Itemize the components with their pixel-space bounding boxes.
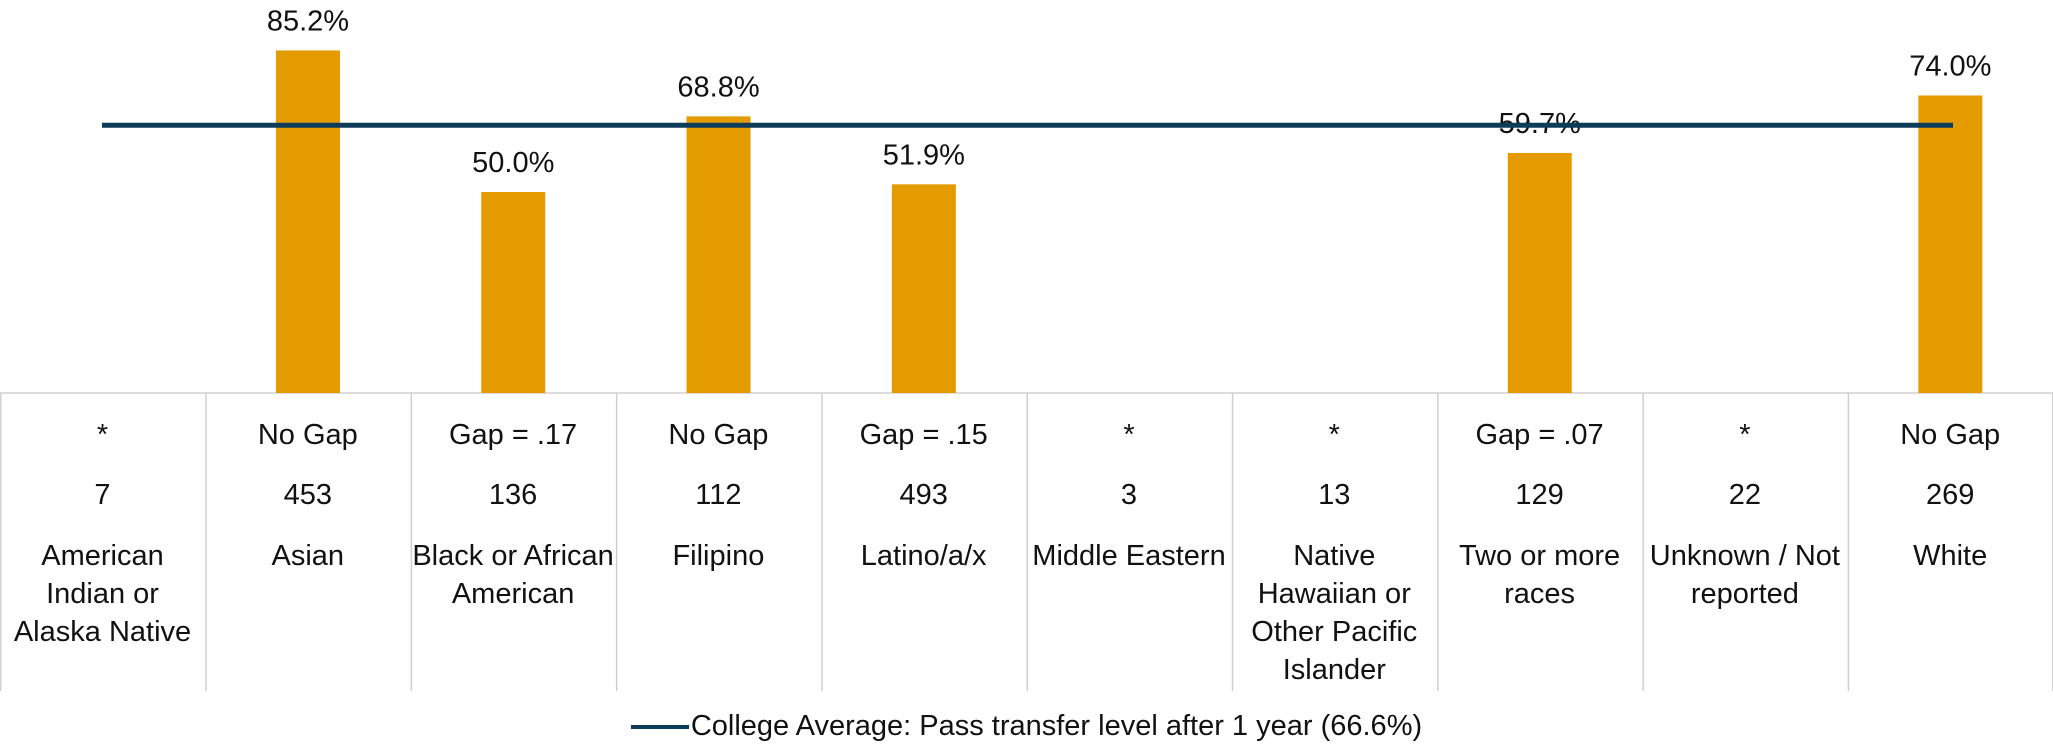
gap-label: * <box>1123 419 1135 451</box>
bar <box>1507 152 1572 393</box>
category-label: Black or African American <box>412 540 614 610</box>
category-label: Native Hawaiian or Other Pacific Islande… <box>1251 540 1418 686</box>
gap-label: Gap = .07 <box>1475 419 1604 451</box>
data-label: 50.0% <box>472 147 554 179</box>
category-label: Unknown / Not reported <box>1649 540 1840 610</box>
count-label: 112 <box>695 479 742 511</box>
gap-label: No Gap <box>257 419 358 451</box>
bar <box>275 50 340 393</box>
count-label: 7 <box>94 479 111 511</box>
count-label: 22 <box>1728 479 1762 511</box>
gap-label: No Gap <box>1900 419 2001 451</box>
bar <box>481 191 546 393</box>
legend-label: College Average: Pass transfer level aft… <box>690 710 1423 742</box>
gap-label: Gap = .15 <box>859 419 988 451</box>
count-label: 493 <box>899 479 948 511</box>
gap-label: No Gap <box>668 419 769 451</box>
count-label: 453 <box>283 479 332 511</box>
legend-swatch <box>630 725 689 730</box>
category-label: American Indian or Alaska Native <box>13 540 192 648</box>
data-label: 51.9% <box>883 139 965 171</box>
bar <box>1918 95 1983 393</box>
legend: College Average: Pass transfer level aft… <box>0 710 2053 743</box>
count-label: 129 <box>1515 479 1564 511</box>
gap-label: * <box>1328 419 1340 451</box>
category-label: Two or more races <box>1459 540 1621 610</box>
category-label: White <box>1913 540 1988 572</box>
category-label: Latino/a/x <box>860 540 987 572</box>
gap-label: Gap = .17 <box>449 419 578 451</box>
data-label: 74.0% <box>1909 50 1991 82</box>
gap-label: * <box>96 419 109 451</box>
gap-label: * <box>1739 419 1751 451</box>
count-label: 13 <box>1318 479 1351 511</box>
bar <box>686 116 751 394</box>
data-label: 68.8% <box>677 71 759 103</box>
category-label: Middle Eastern <box>1032 540 1226 572</box>
category-label: Filipino <box>672 540 765 572</box>
count-label: 269 <box>1925 479 1975 511</box>
count-label: 136 <box>488 479 538 511</box>
data-label: 85.2% <box>267 5 349 37</box>
count-label: 3 <box>1120 479 1138 511</box>
bar <box>891 184 956 393</box>
category-label: Asian <box>271 540 345 572</box>
